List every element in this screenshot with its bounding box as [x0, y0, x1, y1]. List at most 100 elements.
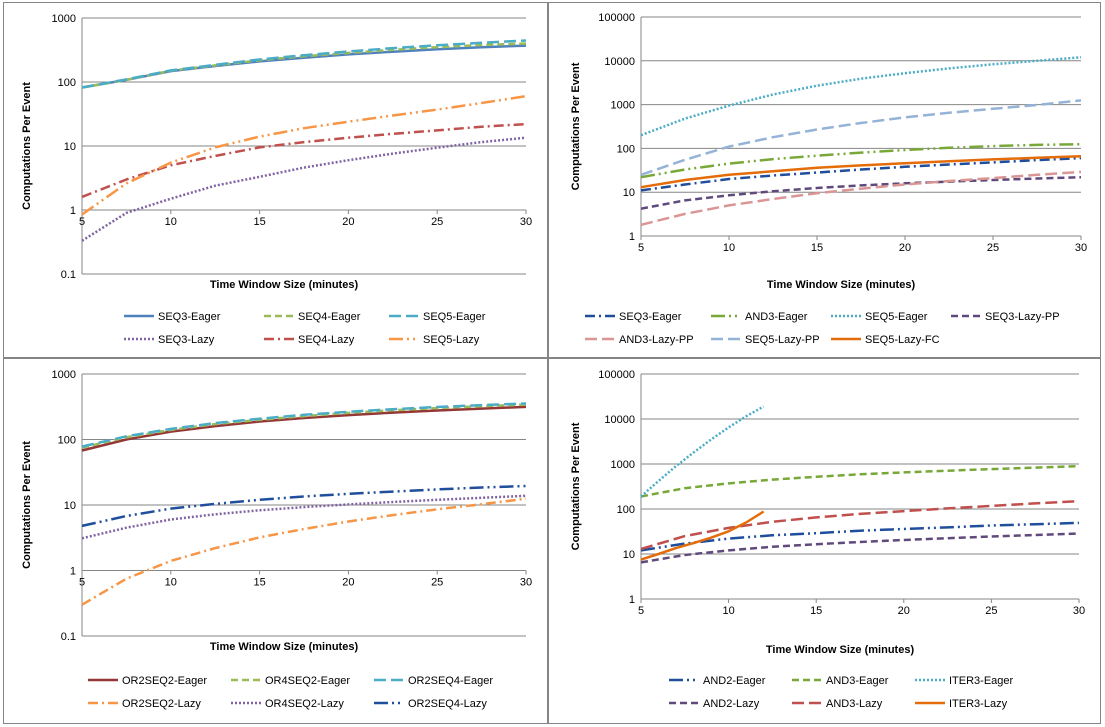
x-tick-label: 15	[811, 242, 823, 254]
x-axis-title: Time Window Size (minutes)	[767, 279, 916, 291]
y-tick-label: 1000	[611, 100, 635, 112]
legend-item: SEQ3-Lazy	[124, 334, 215, 346]
legend-item: AND2-Eager	[669, 675, 766, 687]
y-axis-title: Computations Per Event	[570, 62, 582, 190]
x-tick-label: 20	[342, 577, 354, 589]
y-tick-label: 100	[617, 143, 635, 155]
legend-item: ITER3-Lazy	[915, 698, 1008, 710]
x-tick-label: 20	[898, 605, 910, 617]
x-tick-label: 20	[899, 242, 911, 254]
series-line-seq3-eager	[640, 156, 1082, 192]
chart-svg: 1 10 100 1000 10000 100000 5 10 15 20 25 30 Time Win…	[570, 12, 1087, 346]
legend-item: OR2SEQ2-Lazy	[88, 698, 201, 710]
x-tick-label: 10	[165, 216, 177, 228]
series-line-seq3-lazy	[81, 136, 527, 242]
y-tick-label: 10	[623, 549, 635, 561]
legend-item: SEQ3-Eager	[585, 311, 682, 323]
x-tick-label: 5	[638, 242, 644, 254]
y-tick-label: 100000	[598, 12, 635, 24]
series-line-seq4-lazy	[81, 122, 527, 199]
chart-svg: 0.1 1 10 100 1000 5 10 15 20 25 30 Time Window Size…	[21, 13, 532, 346]
x-axis-title: Time Window Size (minutes)	[766, 644, 915, 656]
x-tick-label: 10	[723, 242, 735, 254]
legend-label: SEQ5-Lazy-FC	[865, 334, 940, 346]
y-tick-label: 10	[64, 500, 76, 512]
legend-item: AND3-Lazy	[792, 698, 883, 710]
x-tick-label: 30	[520, 216, 532, 228]
chart-panel-bottom-left: 0.1 1 10 100 1000 5 10 15 20 25 30 Time Window Size…	[3, 358, 548, 724]
legend-item: SEQ4-Lazy	[264, 334, 355, 346]
x-tick-label: 20	[342, 216, 354, 228]
legend-item: SEQ5-Lazy	[389, 334, 480, 346]
y-tick-label: 10000	[604, 56, 635, 68]
series-line-seq3-eager	[81, 44, 527, 89]
legend-item: SEQ5-Lazy-FC	[831, 334, 940, 346]
y-axis-title: Computations Per Event	[570, 422, 582, 550]
series-line-or2seq2-lazy	[81, 497, 527, 606]
legend-item: AND2-Lazy	[669, 698, 760, 710]
legend-item: AND3-Eager	[711, 311, 808, 323]
legend-label: SEQ3-Eager	[158, 311, 221, 323]
x-tick-label: 30	[1073, 605, 1085, 617]
y-tick-label: 100	[58, 435, 76, 447]
series-line-or4seq2-lazy	[81, 494, 527, 540]
legend-item: AND3-Lazy-PP	[585, 334, 694, 346]
series-line-or2seq4-eager	[81, 402, 527, 448]
series-line-seq5-lazy	[81, 94, 527, 216]
x-tick-label: 10	[722, 605, 734, 617]
series-line-and3-eager	[640, 464, 1080, 498]
series-line-or4seq2-eager	[81, 403, 527, 449]
x-tick-label: 30	[520, 577, 532, 589]
x-tick-label: 25	[985, 605, 997, 617]
legend-item: SEQ5-Eager	[389, 311, 486, 323]
legend-label: SEQ5-Eager	[423, 311, 486, 323]
legend-item: SEQ5-Lazy-PP	[711, 334, 820, 346]
legend-label: OR4SEQ2-Eager	[265, 675, 350, 687]
legend-label: SEQ4-Lazy	[298, 334, 355, 346]
x-tick-label: 15	[810, 605, 822, 617]
chart-svg: 0.1 1 10 100 1000 5 10 15 20 25 30 Time Window Size…	[21, 369, 532, 710]
x-tick-label: 5	[638, 605, 644, 617]
chart-panel-top-left: 0.1 1 10 100 1000 5 10 15 20 25 30 Time Window Size…	[3, 2, 548, 358]
y-tick-label: 0.1	[61, 631, 76, 643]
y-tick-label: 10	[623, 187, 635, 199]
legend-label: AND2-Eager	[703, 675, 766, 687]
y-tick-label: 10000	[604, 414, 635, 426]
y-axis-title: Computations Per Event	[21, 82, 33, 210]
legend-item: SEQ5-Eager	[831, 311, 928, 323]
x-tick-label: 15	[253, 216, 265, 228]
legend-label: SEQ5-Eager	[865, 311, 928, 323]
y-tick-label: 100	[617, 504, 635, 516]
y-tick-label: 100	[58, 77, 76, 89]
legend-item: OR2SEQ4-Lazy	[374, 698, 487, 710]
y-tick-label: 0.1	[61, 269, 76, 281]
series-line-and2-lazy	[640, 532, 1080, 564]
legend-item: ITER3-Eager	[915, 675, 1014, 687]
series-line-iter3-lazy	[640, 510, 765, 561]
legend-label: SEQ4-Eager	[298, 311, 361, 323]
legend-label: AND2-Lazy	[703, 698, 760, 710]
legend-item: OR4SEQ2-Eager	[231, 675, 350, 687]
legend-label: OR2SEQ2-Lazy	[122, 698, 201, 710]
chart-panel-top-right: 1 10 100 1000 10000 100000 5 10 15 20 25 30 Time Win…	[548, 2, 1101, 358]
y-tick-label: 1	[629, 231, 635, 243]
x-tick-label: 15	[253, 577, 265, 589]
series-line-seq5-lazy-pp	[640, 99, 1082, 176]
x-axis-title: Time Window Size (minutes)	[210, 641, 359, 653]
legend-label: ITER3-Lazy	[949, 698, 1008, 710]
legend-label: SEQ3-Lazy-PP	[985, 311, 1060, 323]
legend-label: AND3-Eager	[745, 311, 808, 323]
legend-item: SEQ3-Eager	[124, 311, 221, 323]
legend-item: OR2SEQ4-Eager	[374, 675, 493, 687]
series-line-and3-lazy-pp	[640, 170, 1082, 227]
x-tick-label: 5	[79, 216, 85, 228]
legend-item: OR4SEQ2-Lazy	[231, 698, 344, 710]
x-tick-label: 30	[1075, 242, 1087, 254]
series-line-seq4-eager	[81, 42, 527, 89]
x-tick-label: 5	[79, 577, 85, 589]
series-line-seq5-eager	[81, 39, 527, 89]
series-line-and3-lazy	[640, 499, 1080, 551]
series-line-and2-eager	[640, 521, 1080, 552]
legend-label: OR2SEQ4-Lazy	[408, 698, 487, 710]
legend-label: SEQ3-Lazy	[158, 334, 215, 346]
